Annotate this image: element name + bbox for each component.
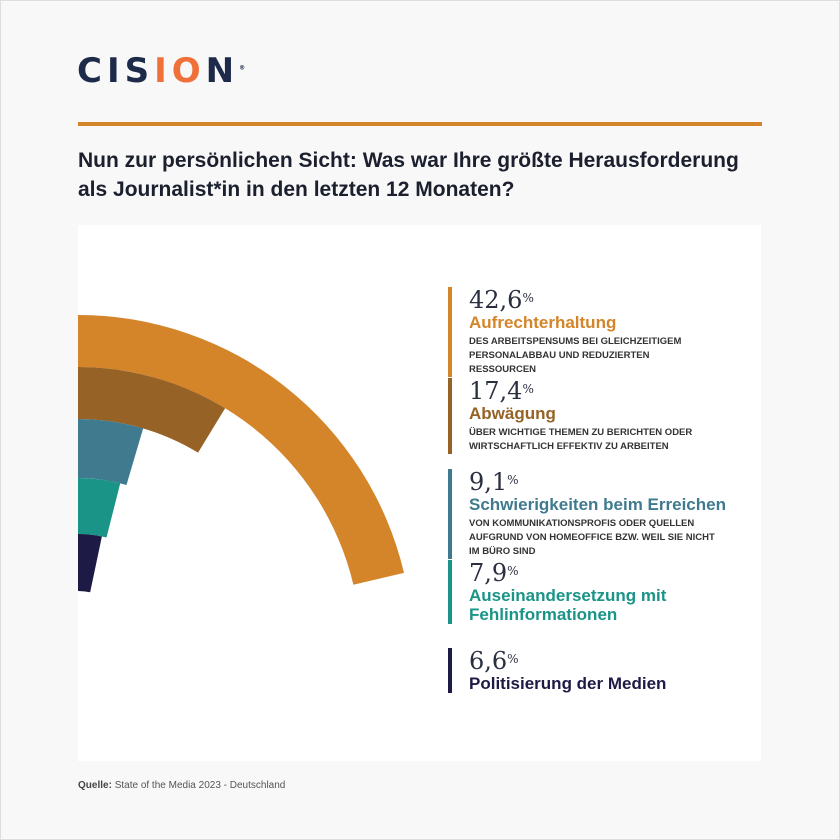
legend-entry: 42,6% Aufrechterhaltung des Arbeitspensu… bbox=[448, 287, 719, 377]
legend-label: Auseinandersetzung mit Fehlinformationen bbox=[469, 586, 667, 624]
legend-description: des Arbeitspensums bei gleichzeitigem Pe… bbox=[469, 336, 682, 375]
legend-entry: 17,4% Abwägung über wichtige Themen zu b… bbox=[448, 378, 719, 454]
source-note: Quelle: State of the Media 2023 - Deutsc… bbox=[78, 780, 285, 791]
legend-value: 9,1% bbox=[469, 468, 519, 496]
cision-logo: CISION® bbox=[77, 51, 251, 91]
legend-value: 7,9% bbox=[469, 559, 519, 587]
legend-value: 42,6% bbox=[469, 286, 534, 314]
radial-bar-5 bbox=[78, 534, 102, 593]
radial-bar-4 bbox=[78, 478, 121, 538]
radial-bar-2 bbox=[78, 367, 226, 453]
legend-entry: 9,1% Schwierigkeiten beim Erreichen von … bbox=[448, 469, 726, 559]
legend-description: über wichtige Themen zu berichten oder w… bbox=[469, 427, 693, 452]
source-label: Quelle: bbox=[78, 780, 112, 791]
page-title: Nun zur persönlichen Sicht: Was war Ihre… bbox=[78, 149, 739, 201]
divider bbox=[78, 122, 762, 126]
radial-bar-1 bbox=[78, 315, 404, 585]
legend-value: 17,4% bbox=[469, 377, 534, 405]
legend-entry: 7,9% Auseinandersetzung mit Fehlinformat… bbox=[448, 560, 689, 624]
legend-description: von Kommunikationsprofis oder Quellen au… bbox=[469, 518, 715, 557]
legend-label: Abwägung bbox=[469, 404, 556, 423]
legend-label: Aufrechterhaltung bbox=[469, 313, 617, 332]
legend-entry: 6,6% Politisierung der Medien bbox=[448, 648, 666, 693]
legend-label: Politisierung der Medien bbox=[469, 674, 667, 693]
source-text: State of the Media 2023 - Deutschland bbox=[114, 780, 286, 791]
legend-label: Schwierigkeiten beim Erreichen bbox=[469, 495, 726, 514]
radial-bar-3 bbox=[78, 419, 144, 485]
legend-value: 6,6% bbox=[469, 647, 519, 675]
radial-bar-chart bbox=[78, 315, 404, 593]
chart-card: 42,6% Aufrechterhaltung des Arbeitspensu… bbox=[78, 225, 761, 761]
